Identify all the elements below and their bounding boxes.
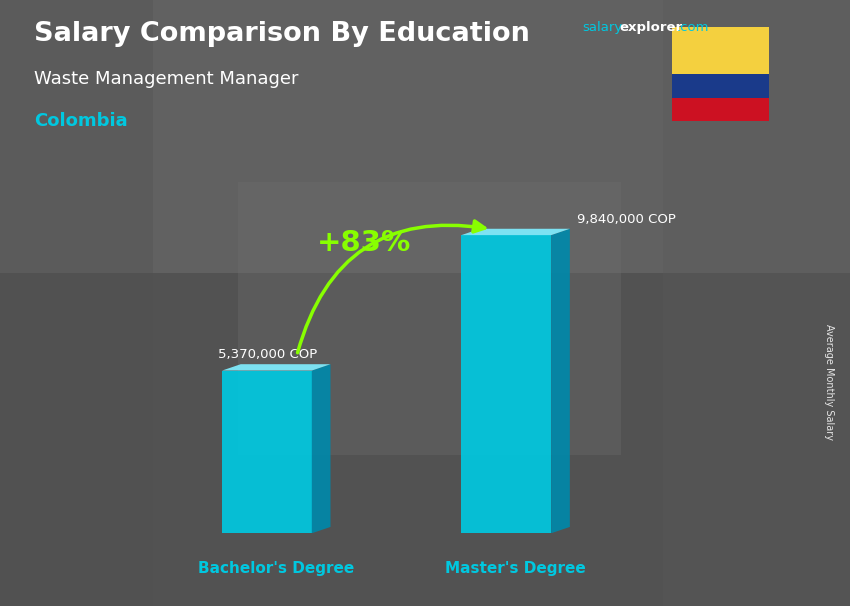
Bar — [0, 0, 850, 273]
Text: Bachelor's Degree: Bachelor's Degree — [198, 561, 354, 576]
Polygon shape — [312, 364, 331, 533]
Text: 5,370,000 COP: 5,370,000 COP — [218, 348, 318, 361]
Bar — [672, 27, 769, 75]
Polygon shape — [551, 228, 570, 533]
Bar — [672, 75, 769, 98]
Text: .com: .com — [677, 21, 709, 34]
Text: Master's Degree: Master's Degree — [445, 561, 586, 576]
Bar — [238, 182, 620, 454]
Polygon shape — [462, 235, 551, 533]
Text: salary: salary — [582, 21, 622, 34]
Polygon shape — [222, 370, 312, 533]
Bar — [0, 0, 153, 606]
Text: +83%: +83% — [317, 229, 411, 258]
Text: 9,840,000 COP: 9,840,000 COP — [577, 213, 677, 226]
Text: Colombia: Colombia — [34, 112, 127, 130]
Bar — [663, 0, 850, 606]
Text: Average Monthly Salary: Average Monthly Salary — [824, 324, 834, 440]
Text: Salary Comparison By Education: Salary Comparison By Education — [34, 21, 530, 47]
Bar — [0, 273, 850, 606]
Bar — [672, 98, 769, 121]
Polygon shape — [462, 228, 570, 235]
Text: Waste Management Manager: Waste Management Manager — [34, 70, 298, 88]
Polygon shape — [222, 364, 331, 370]
Text: explorer: explorer — [620, 21, 683, 34]
